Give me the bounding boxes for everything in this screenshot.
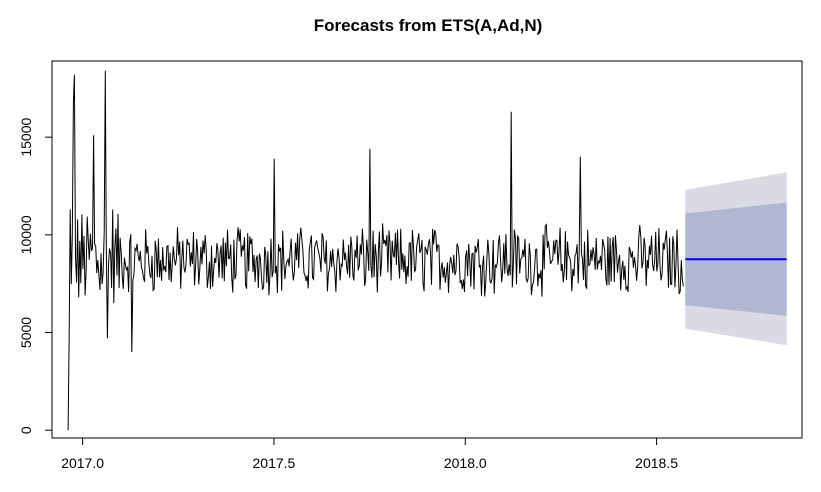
x-axis: 2017.0 2017.5 2018.0 2018.5 — [61, 437, 678, 471]
x-tick-label: 2017.5 — [253, 455, 296, 471]
chart-title: Forecasts from ETS(A,Ad,N) — [314, 16, 543, 35]
observed-series-line — [67, 70, 684, 431]
y-tick-label: 15000 — [18, 118, 34, 157]
x-tick-label: 2018.5 — [635, 455, 678, 471]
y-tick-label: 0 — [18, 426, 34, 434]
x-tick-label: 2017.0 — [61, 455, 104, 471]
y-tick-label: 5000 — [18, 317, 34, 348]
x-tick-label: 2018.0 — [444, 455, 487, 471]
y-axis: 0 5000 10000 15000 — [18, 118, 53, 434]
y-tick-label: 10000 — [18, 215, 34, 254]
observed-series-group — [67, 70, 684, 431]
